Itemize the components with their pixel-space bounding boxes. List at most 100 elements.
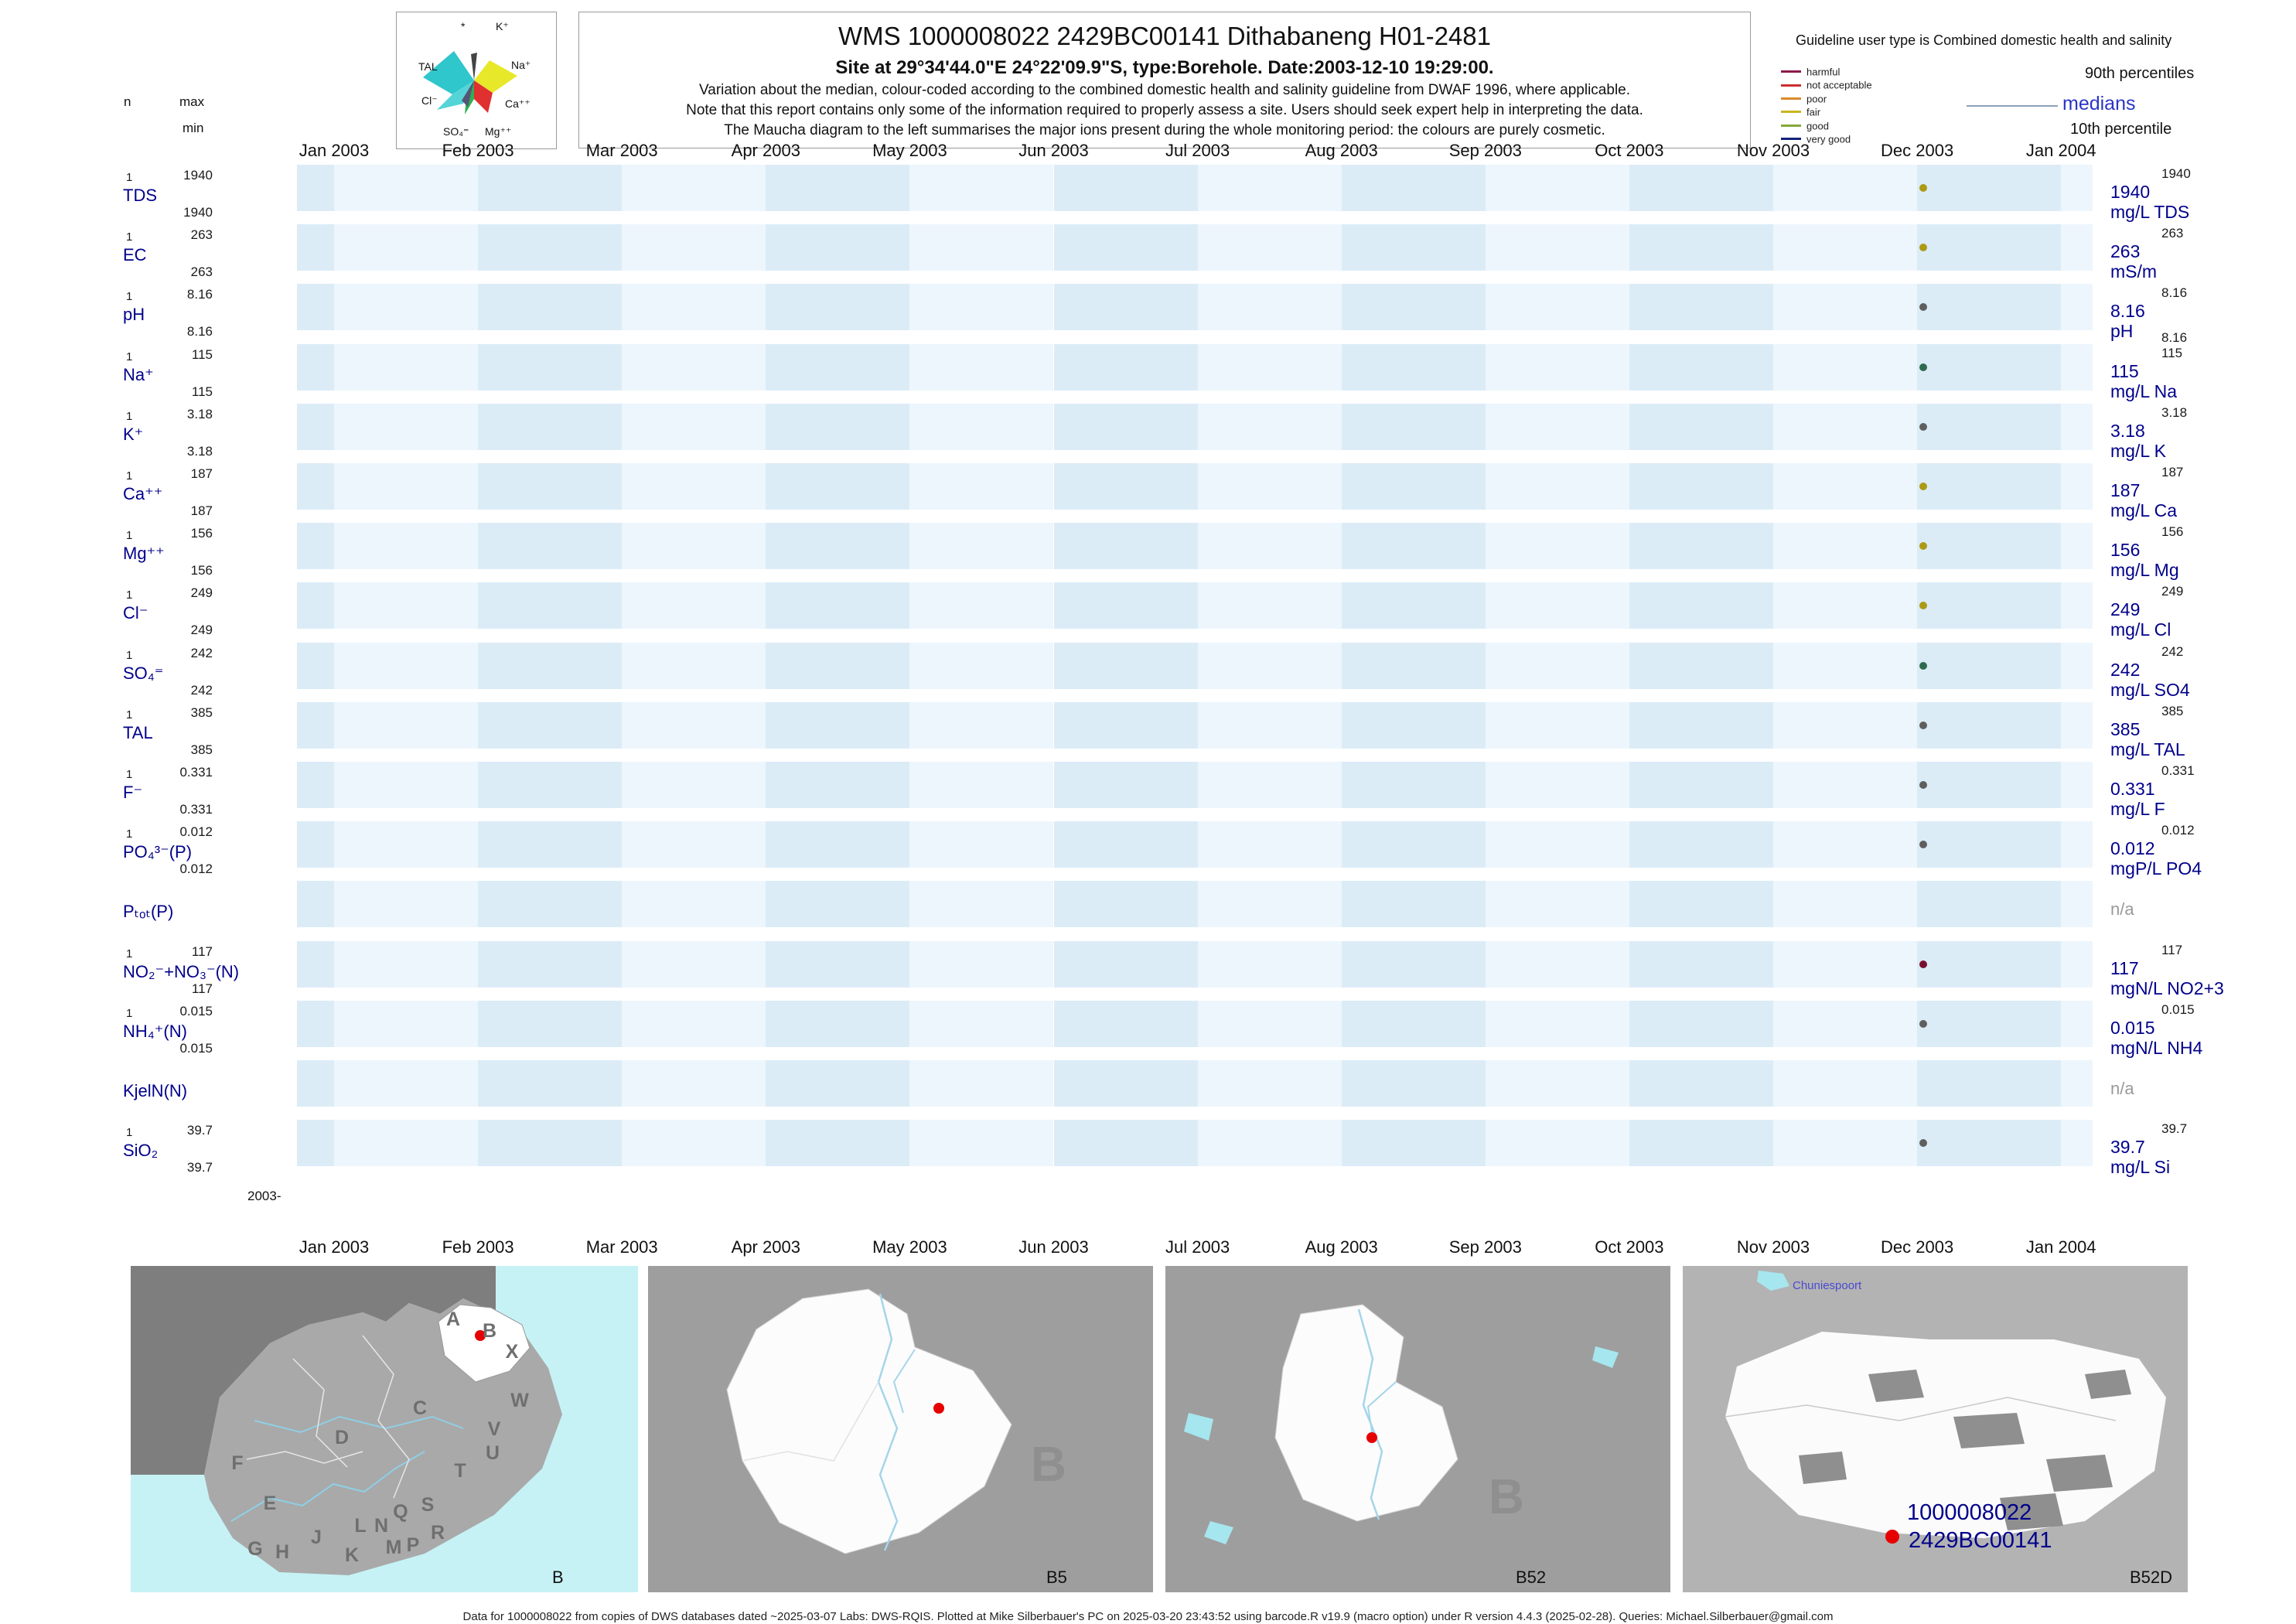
month-band bbox=[1485, 343, 1629, 391]
month-band bbox=[1773, 701, 1918, 749]
river bbox=[892, 1349, 916, 1414]
month-band bbox=[1341, 701, 1486, 749]
month-band bbox=[1773, 403, 1918, 450]
month-band bbox=[297, 463, 334, 510]
month-band bbox=[622, 821, 766, 868]
unit-label: mg/L F bbox=[2110, 799, 2165, 819]
sample-count: 1 bbox=[126, 171, 133, 184]
month-band bbox=[909, 403, 1054, 450]
map-primary-catchment: B B5 bbox=[648, 1266, 1153, 1592]
map-code-b: B bbox=[552, 1568, 564, 1587]
month-band bbox=[1917, 165, 2062, 211]
month-band bbox=[1773, 463, 1918, 510]
sample-dot bbox=[1919, 303, 1927, 312]
month-band bbox=[1629, 821, 1773, 868]
row-band bbox=[297, 1120, 2093, 1167]
n-column-header: n bbox=[124, 94, 131, 109]
month-label-top: May 2003 bbox=[872, 141, 947, 160]
legend-class-very-good: very good bbox=[1781, 132, 1851, 146]
maucha-label-tal: TAL bbox=[418, 60, 438, 73]
month-band bbox=[622, 1120, 766, 1167]
month-band bbox=[1629, 1060, 1773, 1107]
month-band bbox=[1053, 1000, 1198, 1047]
row-right-labels: 117 117 mgN/L NO2+3 bbox=[2103, 940, 2293, 999]
parameter-label: NO₂⁻+NO₃⁻(N) bbox=[123, 961, 240, 981]
month-band bbox=[622, 881, 766, 928]
unit-label: mg/L K bbox=[2110, 440, 2167, 461]
row-right-labels: 249 249 mg/L Cl bbox=[2103, 581, 2293, 640]
month-band bbox=[2061, 701, 2093, 749]
legend-class-label: good bbox=[1806, 119, 1829, 131]
month-band bbox=[478, 642, 623, 689]
region-letter-j: J bbox=[311, 1527, 322, 1548]
terrain-patch bbox=[2046, 1455, 2113, 1492]
month-band bbox=[334, 881, 479, 928]
month-band bbox=[1485, 762, 1629, 808]
month-band bbox=[1053, 642, 1198, 689]
month-band bbox=[2061, 1120, 2093, 1167]
percentile-90-value: 115 bbox=[2161, 345, 2183, 360]
river bbox=[254, 1415, 464, 1434]
month-band bbox=[1341, 642, 1486, 689]
region-letter-l: L bbox=[354, 1515, 366, 1537]
sample-dot bbox=[1919, 244, 1927, 252]
map-quaternary-detail: Chuniespoort 1000008022 2429BC00141 B52D bbox=[1683, 1266, 2188, 1592]
region-letter-f: F bbox=[231, 1452, 243, 1474]
row-band bbox=[297, 642, 2093, 689]
row-left-labels: 1 385 TAL 385 bbox=[120, 701, 213, 760]
unit-label: pH bbox=[2110, 321, 2134, 342]
month-band bbox=[2061, 821, 2093, 868]
month-band bbox=[1629, 1120, 1773, 1167]
percentile-90-value: 117 bbox=[2161, 942, 2183, 957]
legend-class-label: not acceptable bbox=[1806, 79, 1872, 91]
month-band bbox=[1629, 284, 1773, 331]
max-value: 187 bbox=[190, 466, 213, 481]
month-band bbox=[909, 523, 1054, 570]
parameter-label: SO₄⁼ bbox=[123, 663, 164, 683]
month-label-top: Jan 2004 bbox=[2025, 141, 2096, 160]
month-label-top: Apr 2003 bbox=[731, 141, 800, 160]
min-value: 115 bbox=[191, 384, 213, 399]
month-band bbox=[766, 523, 910, 570]
percentile-90-value: 263 bbox=[2161, 226, 2184, 241]
min-value: 242 bbox=[190, 682, 213, 698]
month-band bbox=[766, 165, 910, 211]
month-band bbox=[297, 403, 334, 450]
month-band bbox=[766, 701, 910, 749]
report-subtitle: Site at 29°34'44.0"E 24°22'09.9"S, type:… bbox=[835, 57, 1494, 78]
month-band bbox=[1341, 343, 1486, 391]
month-band bbox=[1197, 224, 1342, 271]
map-secondary-catchment: B B52 bbox=[1165, 1266, 1670, 1592]
month-band bbox=[334, 940, 479, 988]
sample-dot bbox=[1919, 542, 1927, 551]
row-left-labels: 1 263 EC 263 bbox=[120, 223, 213, 282]
month-band bbox=[1197, 821, 1342, 868]
month-band bbox=[1341, 582, 1486, 629]
month-band bbox=[766, 1000, 910, 1047]
month-band bbox=[1917, 762, 2062, 808]
month-band bbox=[1485, 881, 1629, 928]
median-value: 0.331 bbox=[2110, 779, 2155, 799]
month-band bbox=[1629, 701, 1773, 749]
parameter-label: Cl⁻ bbox=[123, 603, 148, 623]
max-value: 0.015 bbox=[179, 1003, 213, 1018]
max-value: 8.16 bbox=[186, 287, 213, 302]
row-left-labels: 1 156 Mg⁺⁺ 156 bbox=[120, 521, 213, 581]
median-value: 0.015 bbox=[2110, 1017, 2155, 1038]
median-line bbox=[1967, 105, 2058, 107]
unit-label: mg/L Ca bbox=[2110, 500, 2178, 520]
month-label-top: Oct 2003 bbox=[1595, 141, 1664, 160]
month-band bbox=[2061, 940, 2093, 988]
month-band bbox=[622, 1000, 766, 1047]
month-band bbox=[1917, 523, 2062, 570]
parameter-label: KjelN(N) bbox=[123, 1081, 188, 1100]
month-band bbox=[2061, 284, 2093, 331]
max-value: 249 bbox=[190, 585, 213, 601]
month-band bbox=[1629, 224, 1773, 271]
month-band bbox=[478, 284, 623, 331]
month-band bbox=[1053, 881, 1198, 928]
terrain-patch bbox=[1953, 1413, 2025, 1448]
unit-label: mg/L Cl bbox=[2110, 619, 2171, 640]
row-left-labels: 1 0.012 PO₄³⁻(P) 0.012 bbox=[120, 820, 213, 879]
month-band bbox=[622, 940, 766, 988]
